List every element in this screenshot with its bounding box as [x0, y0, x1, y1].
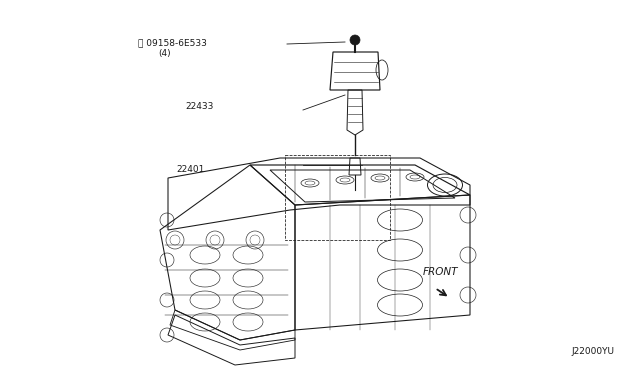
Text: Ⓐ 09158-6E533: Ⓐ 09158-6E533: [138, 38, 207, 47]
Text: J22000YU: J22000YU: [572, 347, 614, 356]
Text: 22401: 22401: [176, 165, 204, 174]
Text: (4): (4): [159, 49, 172, 58]
Circle shape: [350, 35, 360, 45]
Text: 22433: 22433: [186, 102, 214, 110]
Text: FRONT: FRONT: [422, 267, 458, 277]
